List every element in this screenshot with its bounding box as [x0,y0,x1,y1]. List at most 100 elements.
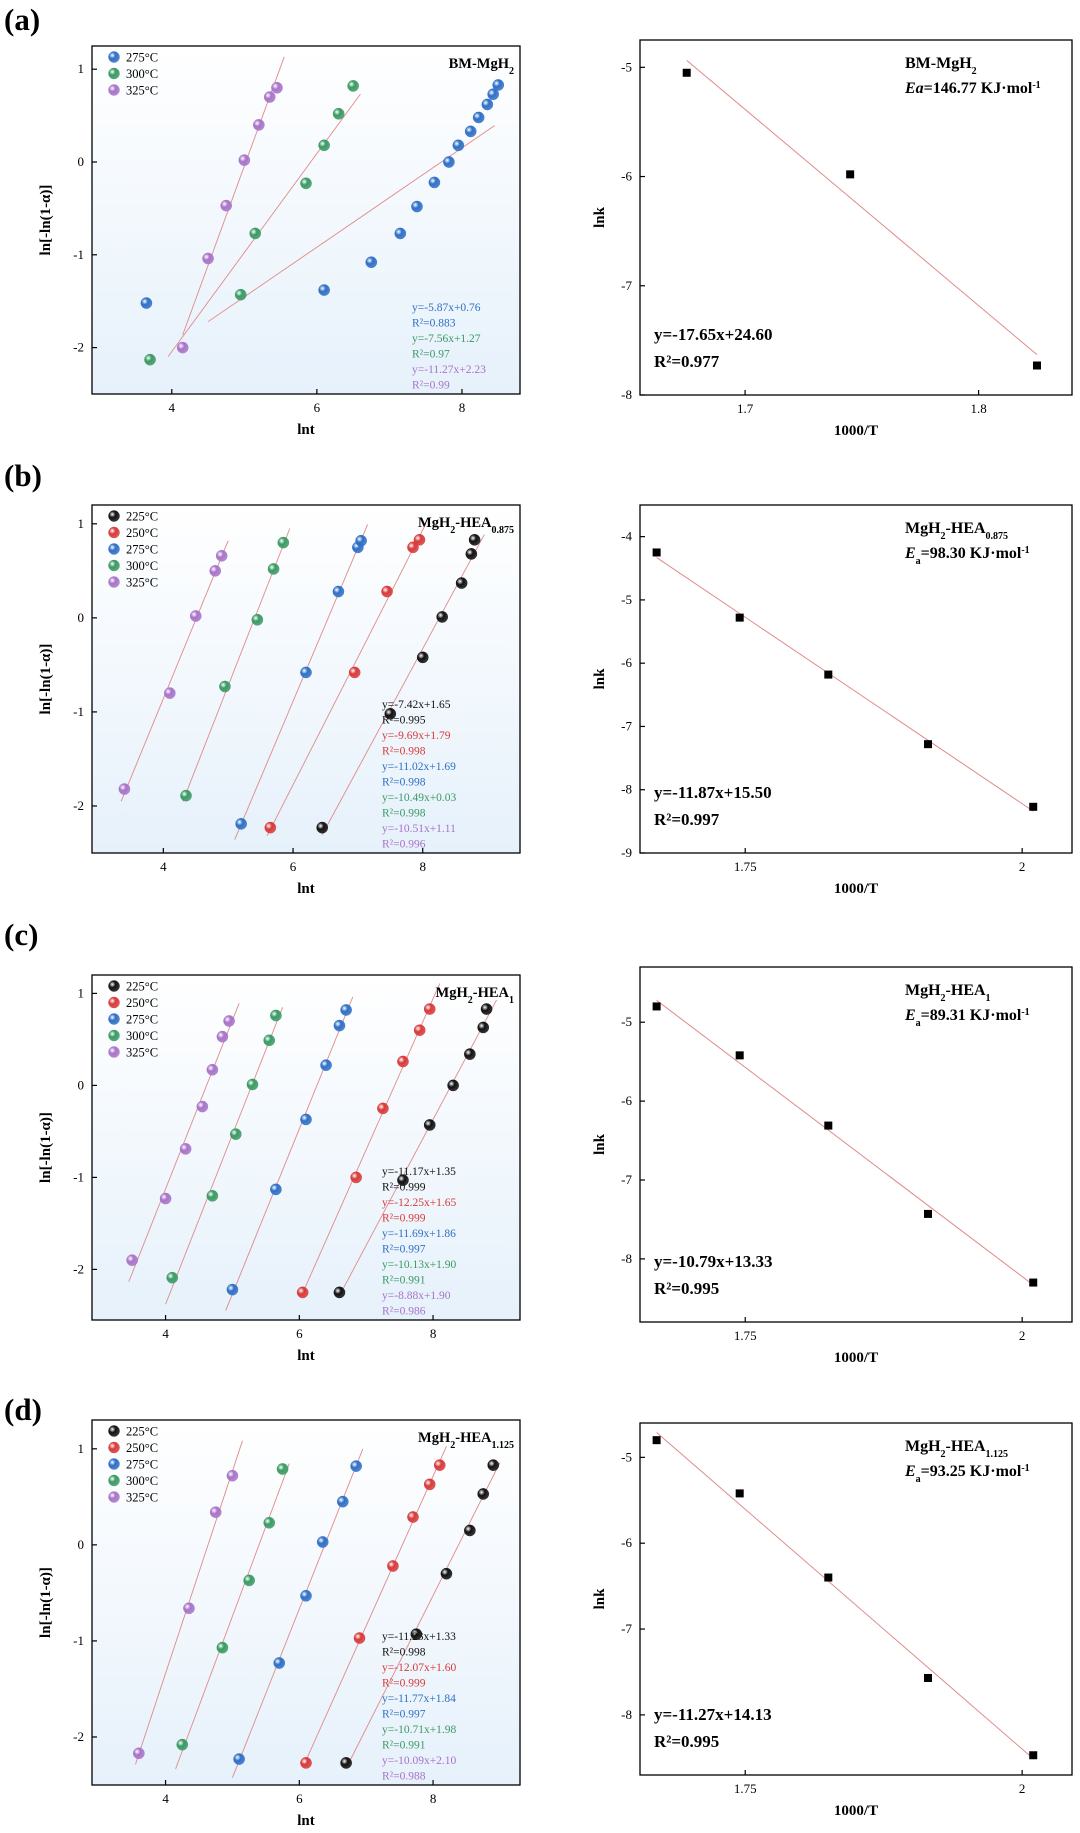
data-point [397,1174,409,1186]
chart-title: MgH2-HEA1.125 [905,1438,1008,1460]
text-part: MgH [905,1438,941,1455]
fit-equation: y=-9.69x+1.79 [382,730,451,742]
y-tick-label: -1 [73,1169,84,1184]
data-point [271,81,283,94]
data-point [235,818,247,830]
data-point [209,1506,222,1519]
x-tick-label: 8 [459,400,466,415]
text-part: MgH [436,985,469,1001]
data-point [251,613,264,626]
y-tick-label: -1 [73,247,84,262]
y-tick-label: -6 [621,1535,632,1550]
chart-title: MgH2-HEA1 [905,982,991,1004]
y-tick-label: -2 [73,1729,84,1744]
text-part: -HEA [946,520,986,537]
y-tick-label: -9 [621,845,632,860]
fit-r-squared: R²=0.999 [382,1182,426,1194]
arrhenius-equation: y=-11.27x+14.13 [654,1705,772,1724]
text-part: 1.125 [492,1440,515,1451]
plot-background [92,46,520,394]
fit-equation: y=-11.17x+1.35 [382,1166,456,1178]
data-point [472,111,485,124]
data-point [350,1171,362,1184]
y-tick-label: 1 [78,1441,85,1456]
x-axis-label: 1000/T [834,881,878,897]
x-axis-label: lnt [297,1348,315,1364]
data-point [238,154,251,166]
data-point [397,1055,409,1068]
data-point [226,1469,239,1482]
legend-label: 275°C [126,1013,158,1027]
data-point [824,1121,833,1130]
chart-title: MgH2-HEA1 [436,985,514,1006]
legend-marker [108,1491,120,1503]
x-tick-label: 1.75 [734,1328,757,1343]
data-point [464,1524,476,1537]
data-point [340,1004,352,1016]
data-point [423,1119,436,1131]
y-tick-label: 1 [78,985,85,1000]
legend-label: 225°C [126,980,158,994]
y-axis-label: ln[-ln(1-α)] [38,1112,54,1183]
data-point [340,1757,352,1769]
data-point [300,177,312,190]
data-point [176,1738,189,1751]
y-tick-label: -5 [621,592,632,607]
y-tick-label: -5 [621,1014,632,1029]
data-point [206,1063,219,1076]
left-chart-1: 4 6 8 -2 -1 0 1 lnt ln[-ln(1-α)] 225°C 250°C 275°C 3… [38,504,521,897]
legend-marker [108,67,120,80]
data-point [413,534,426,546]
text-part: E [904,545,916,562]
text-part: -1 [1021,1007,1029,1018]
data-point [318,284,330,296]
plot-background [92,1420,520,1785]
data-point [333,1019,346,1032]
x-tick-label: 6 [296,1326,303,1341]
fit-line [305,1446,447,1761]
arrhenius-fit-line [656,557,1034,812]
y-tick-label: 0 [78,1537,85,1552]
legend-label: 325°C [126,576,158,590]
data-point [180,789,192,802]
x-axis-label: lnt [297,881,315,897]
data-point [464,125,477,138]
y-tick-label: -7 [621,1621,632,1636]
data-point [407,541,419,554]
data-point [1032,361,1041,370]
data-point [229,1128,242,1140]
data-point [423,1003,436,1015]
x-tick-label: 8 [430,1791,437,1806]
y-tick-label: -6 [621,655,632,670]
x-tick-label: 6 [314,400,321,415]
fit-equation: y=-8.88x+1.90 [382,1290,451,1302]
panel-label-c: (c) [4,917,39,952]
text-part: =98.30 KJ·mol [921,545,1022,562]
data-point [487,88,499,101]
data-point [428,176,441,189]
legend-label: 275°C [126,51,158,65]
fit-equation: y=-11.69x+1.86 [382,1228,456,1240]
x-tick-label: 1.7 [737,401,754,416]
data-point [464,1048,476,1060]
data-point [333,1286,346,1299]
data-point [144,353,156,366]
panel-label-d: (d) [4,1392,42,1427]
y-tick-label: -7 [621,718,632,733]
y-tick-label: -8 [621,387,632,402]
text-part: 2 [941,531,946,542]
right-chart-0: 1.7 1.8 -8 -7 -6 -5 1000/T lnk BM-MgH2 Ea=146.77 … [592,39,1073,439]
fit-line [120,540,229,802]
text-part: -1 [1021,545,1029,556]
activation-energy: Ea=98.30 KJ·mol-1 [904,545,1030,567]
fit-equation: y=-10.09x+2.10 [382,1755,457,1767]
data-point [436,611,448,623]
fit-r-squared: R²=0.995 [382,715,426,727]
fit-r-squared: R²=0.99 [412,380,450,392]
data-point [263,1516,276,1529]
text-part: MgH [905,520,941,537]
y-tick-label: -4 [621,529,632,544]
plot-frame [639,39,1073,396]
text-part: 0.875 [492,525,515,536]
y-axis-label: ln[-ln(1-α)] [38,644,54,715]
